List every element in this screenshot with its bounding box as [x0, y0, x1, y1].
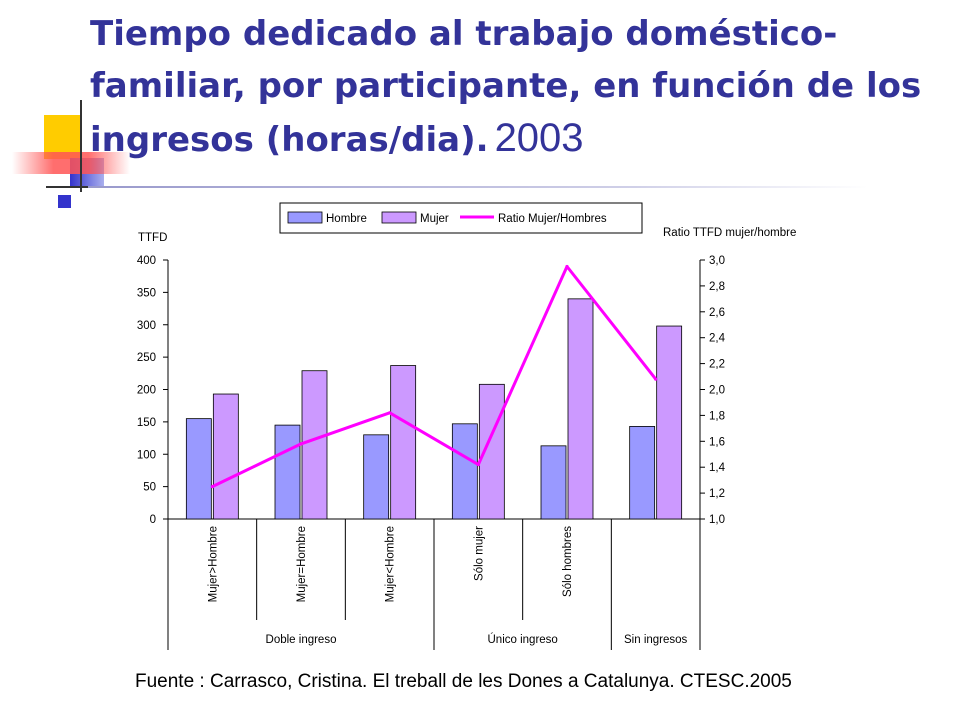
left-tick-label: 300 — [137, 320, 156, 332]
category-label: Sólo hombres — [562, 526, 574, 597]
right-tick-label: 2,8 — [709, 281, 725, 293]
right-tick-label: 3,0 — [709, 255, 725, 267]
left-tick-label: 50 — [143, 482, 156, 494]
title-text: Tiempo dedicado al trabajo doméstico-fam… — [90, 14, 922, 160]
slide-title: Tiempo dedicado al trabajo doméstico-fam… — [90, 8, 940, 166]
bar-hombre — [185, 418, 212, 520]
title-underline — [88, 186, 868, 188]
left-tick-label: 250 — [137, 352, 156, 364]
left-tick-label: 350 — [137, 287, 156, 299]
left-tick-label: 0 — [150, 514, 156, 526]
right-tick-label: 1,4 — [709, 462, 726, 474]
ratio-point — [299, 442, 303, 446]
right-tick-label: 1,0 — [709, 514, 725, 526]
deco-vertical-line — [80, 100, 82, 192]
left-tick-label: 400 — [137, 255, 156, 267]
legend-label-ratio: Ratio Mujer/Hombres — [498, 213, 607, 225]
right-tick-label: 2,2 — [709, 359, 725, 371]
legend-label-mujer: Mujer — [420, 213, 449, 225]
deco-horizontal-line — [46, 186, 106, 188]
category-label: Mujer<Hombre — [385, 526, 397, 602]
ratio-point — [654, 377, 658, 381]
title-year: 2003 — [494, 116, 584, 160]
bar-mujer — [567, 298, 594, 520]
right-tick-label: 1,2 — [709, 488, 725, 500]
right-tick-label: 1,6 — [709, 436, 725, 448]
right-tick-label: 1,8 — [709, 410, 725, 422]
bar-mujer — [390, 365, 417, 520]
deco-yellow-square — [44, 115, 80, 159]
deco-red-bar — [12, 152, 130, 174]
bar-hombre — [274, 424, 301, 520]
legend-swatch-hombre — [287, 211, 323, 224]
bar-hombre — [451, 423, 478, 520]
category-label: Mujer>Hombre — [207, 526, 219, 602]
ratio-line — [211, 265, 657, 488]
ratio-point — [210, 485, 214, 489]
right-tick-label: 2,4 — [709, 333, 726, 345]
right-tick-label: 2,6 — [709, 307, 725, 319]
group-label: Sin ingresos — [624, 634, 688, 646]
plot-area: 0 50 100 150 200 250 300 350 400 1,0 1,2 1,4 1,6 1,8 2… — [137, 255, 726, 650]
right-tick-label: 2,0 — [709, 385, 725, 397]
ratio-point — [565, 264, 569, 269]
bar-hombre — [363, 434, 390, 520]
ratio-point — [476, 463, 480, 467]
bar-mujer — [301, 370, 328, 520]
group-label: Único ingreso — [488, 633, 558, 646]
legend-label-hombre: Hombre — [326, 213, 367, 225]
bar-hombre — [540, 445, 567, 520]
left-tick-label: 100 — [137, 449, 156, 461]
group-label: Doble ingreso — [266, 634, 337, 646]
category-label: Mujer=Hombre — [296, 526, 308, 602]
deco-small-blue-square — [58, 195, 71, 208]
category-label: Sólo mujer — [473, 526, 485, 581]
bar-mujer — [656, 325, 683, 520]
left-tick-label: 200 — [137, 385, 156, 397]
legend: Hombre Mujer Ratio Mujer/Hombres — [279, 202, 643, 234]
right-axis-title: Ratio TTFD mujer/hombre — [663, 227, 796, 239]
bar-mujer — [212, 393, 239, 520]
ratio-point — [388, 411, 392, 415]
source-note: Fuente : Carrasco, Cristina. El treball … — [135, 671, 792, 692]
left-tick-label: 150 — [137, 417, 156, 429]
legend-swatch-mujer — [381, 211, 417, 224]
bar-hombre — [629, 426, 656, 520]
left-axis-title: TTFD — [138, 232, 167, 244]
